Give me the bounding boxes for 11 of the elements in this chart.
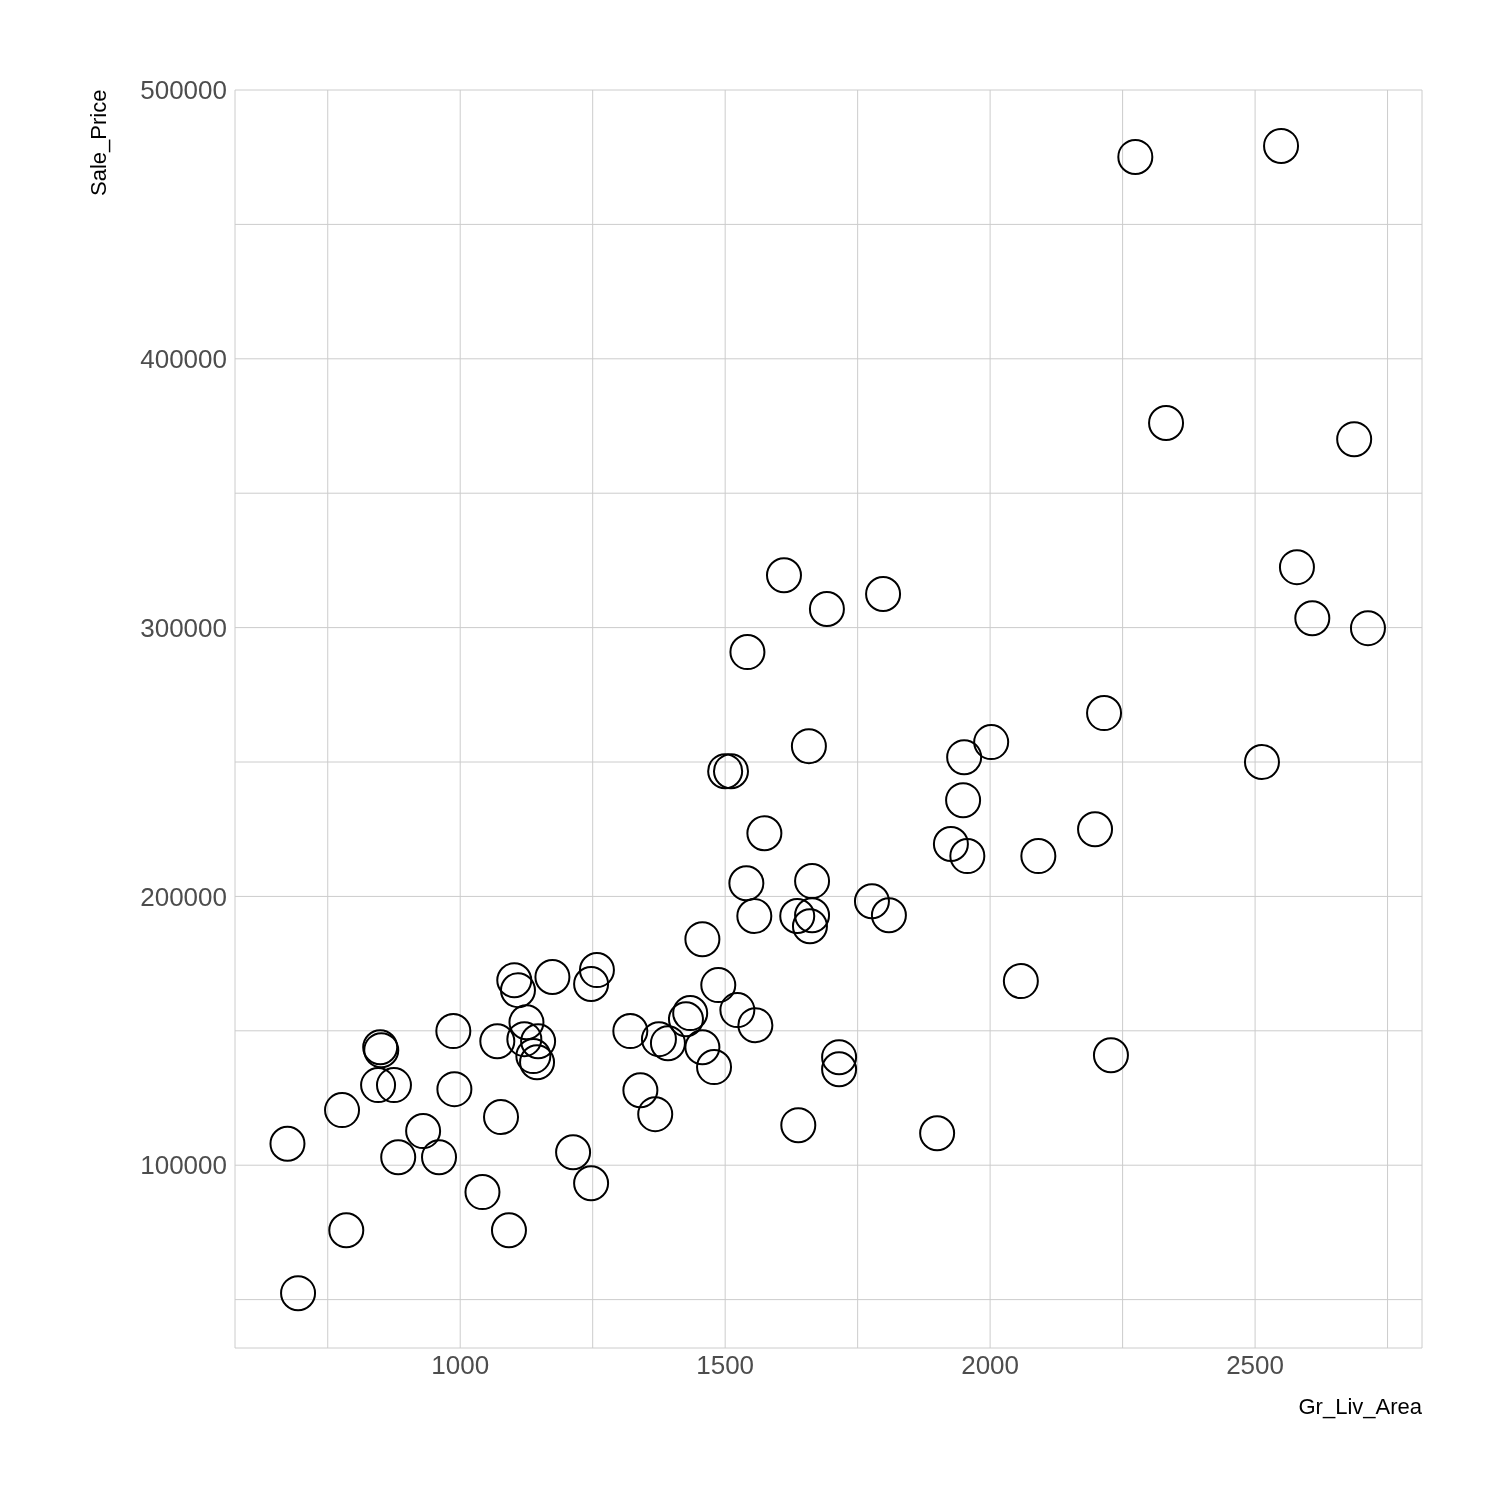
x-tick-label: 2500 [1226,1350,1284,1381]
x-tick-label: 2000 [961,1350,1020,1381]
y-tick-label: 400000 [140,344,227,375]
y-tick-label: 500000 [140,75,227,106]
y-tick-label: 300000 [140,612,227,643]
x-axis-title: Gr_Liv_Area [1298,1394,1422,1420]
y-axis-title: Sale_Price [86,90,112,199]
y-tick-label: 200000 [140,881,227,912]
y-tick-label: 100000 [140,1150,227,1181]
x-tick-label: 1000 [431,1350,490,1381]
x-tick-label: 1500 [696,1350,755,1381]
